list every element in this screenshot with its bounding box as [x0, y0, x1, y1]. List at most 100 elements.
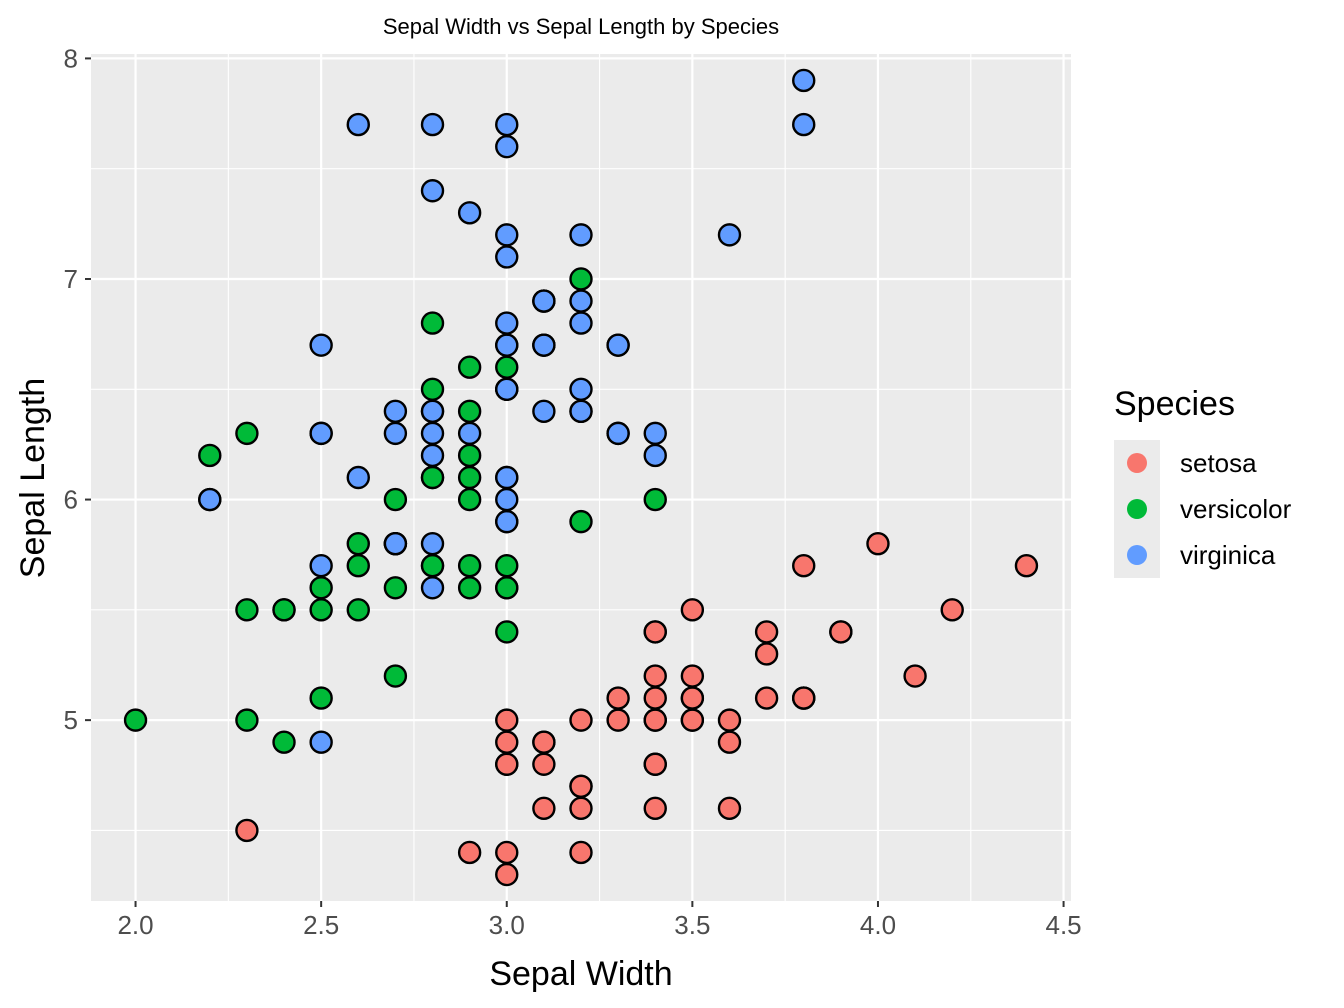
data-point-setosa [1014, 554, 1039, 578]
data-point-setosa [792, 686, 816, 710]
data-point-setosa [792, 554, 816, 578]
data-point-virginica [383, 399, 408, 424]
data-point-versicolor [495, 355, 519, 379]
data-point-virginica [606, 333, 630, 357]
data-point-versicolor [420, 554, 445, 578]
data-point-virginica [792, 112, 816, 137]
legend-key-setosa [1127, 453, 1147, 473]
data-point-virginica [495, 223, 519, 247]
data-point-versicolor [383, 576, 408, 600]
data-point-setosa [643, 664, 667, 688]
data-point-virginica [420, 179, 445, 203]
legend-title: Species [1114, 385, 1235, 423]
x-tick-label: 3.5 [674, 910, 710, 940]
data-point-versicolor [457, 399, 482, 424]
data-point-virginica [569, 289, 593, 313]
legend-key-virginica [1127, 545, 1147, 565]
data-point-virginica [457, 421, 482, 446]
data-point-virginica [792, 68, 816, 93]
data-point-versicolor [346, 598, 370, 622]
data-point-setosa [495, 862, 519, 887]
data-point-setosa [606, 686, 630, 710]
data-point-virginica [495, 245, 519, 269]
data-point-setosa [569, 840, 593, 865]
data-point-virginica [309, 554, 333, 578]
data-point-versicolor [420, 311, 445, 335]
data-point-versicolor [457, 443, 482, 468]
data-point-virginica [532, 399, 556, 424]
plot-panel [91, 54, 1071, 901]
data-point-versicolor [272, 730, 296, 754]
data-point-setosa [532, 796, 556, 821]
x-tick-label: 3.0 [489, 910, 525, 940]
data-point-versicolor [420, 465, 445, 490]
data-point-setosa [643, 708, 667, 732]
x-tick-label: 4.0 [860, 910, 896, 940]
data-point-virginica [495, 112, 519, 137]
x-axis-title: Sepal Width [489, 955, 672, 993]
data-point-virginica [420, 576, 445, 600]
data-point-virginica [420, 112, 445, 137]
data-point-setosa [754, 620, 779, 644]
data-points [123, 68, 1039, 887]
data-point-virginica [569, 377, 593, 401]
data-point-virginica [495, 333, 519, 357]
data-point-virginica [383, 531, 408, 556]
data-point-versicolor [457, 465, 482, 490]
data-point-versicolor [420, 377, 445, 401]
x-tick-label: 4.5 [1045, 910, 1081, 940]
data-point-versicolor [346, 531, 370, 556]
data-point-setosa [717, 708, 742, 732]
y-tick-label: 6 [64, 485, 78, 515]
data-point-virginica [198, 487, 222, 512]
data-point-setosa [495, 752, 519, 776]
data-point-versicolor [495, 620, 519, 644]
data-point-setosa [569, 796, 593, 821]
legend-label-virginica: virginica [1180, 540, 1276, 570]
data-point-setosa [457, 840, 482, 865]
data-point-setosa [940, 598, 964, 622]
data-point-virginica [420, 443, 445, 468]
data-point-virginica [495, 311, 519, 335]
data-point-virginica [495, 377, 519, 401]
data-point-virginica [569, 311, 593, 335]
data-point-virginica [309, 421, 333, 446]
data-point-setosa [866, 531, 890, 556]
data-point-virginica [346, 112, 370, 137]
data-point-versicolor [643, 487, 667, 512]
data-point-virginica [569, 223, 593, 247]
data-point-setosa [680, 664, 705, 688]
data-point-versicolor [272, 598, 296, 622]
data-point-versicolor [309, 598, 333, 622]
data-point-virginica [569, 399, 593, 424]
data-point-virginica [643, 421, 667, 446]
data-point-virginica [457, 201, 482, 225]
legend-key-versicolor [1127, 499, 1147, 519]
data-point-virginica [495, 509, 519, 534]
y-tick-label: 8 [64, 43, 78, 73]
data-point-virginica [717, 223, 742, 247]
data-point-versicolor [457, 487, 482, 512]
data-point-virginica [420, 531, 445, 556]
data-point-setosa [643, 796, 667, 821]
data-point-setosa [754, 686, 779, 710]
y-tick-label: 7 [64, 264, 78, 294]
data-point-setosa [643, 752, 667, 776]
data-point-virginica [532, 333, 556, 357]
legend-label-versicolor: versicolor [1180, 494, 1292, 524]
data-point-versicolor [309, 686, 333, 710]
data-point-virginica [420, 399, 445, 424]
data-point-setosa [717, 730, 742, 754]
data-point-versicolor [309, 576, 333, 600]
data-point-versicolor [569, 267, 593, 291]
x-axis: 2.0 2.5 3.0 3.5 4.0 4.5 [117, 901, 1082, 940]
data-point-setosa [235, 818, 259, 843]
x-tick-label: 2.5 [303, 910, 339, 940]
data-point-setosa [495, 840, 519, 865]
data-point-versicolor [383, 487, 408, 512]
data-point-versicolor [123, 708, 148, 732]
y-axis-title: Sepal Length [14, 378, 52, 578]
data-point-virginica [495, 487, 519, 512]
data-point-setosa [495, 730, 519, 754]
